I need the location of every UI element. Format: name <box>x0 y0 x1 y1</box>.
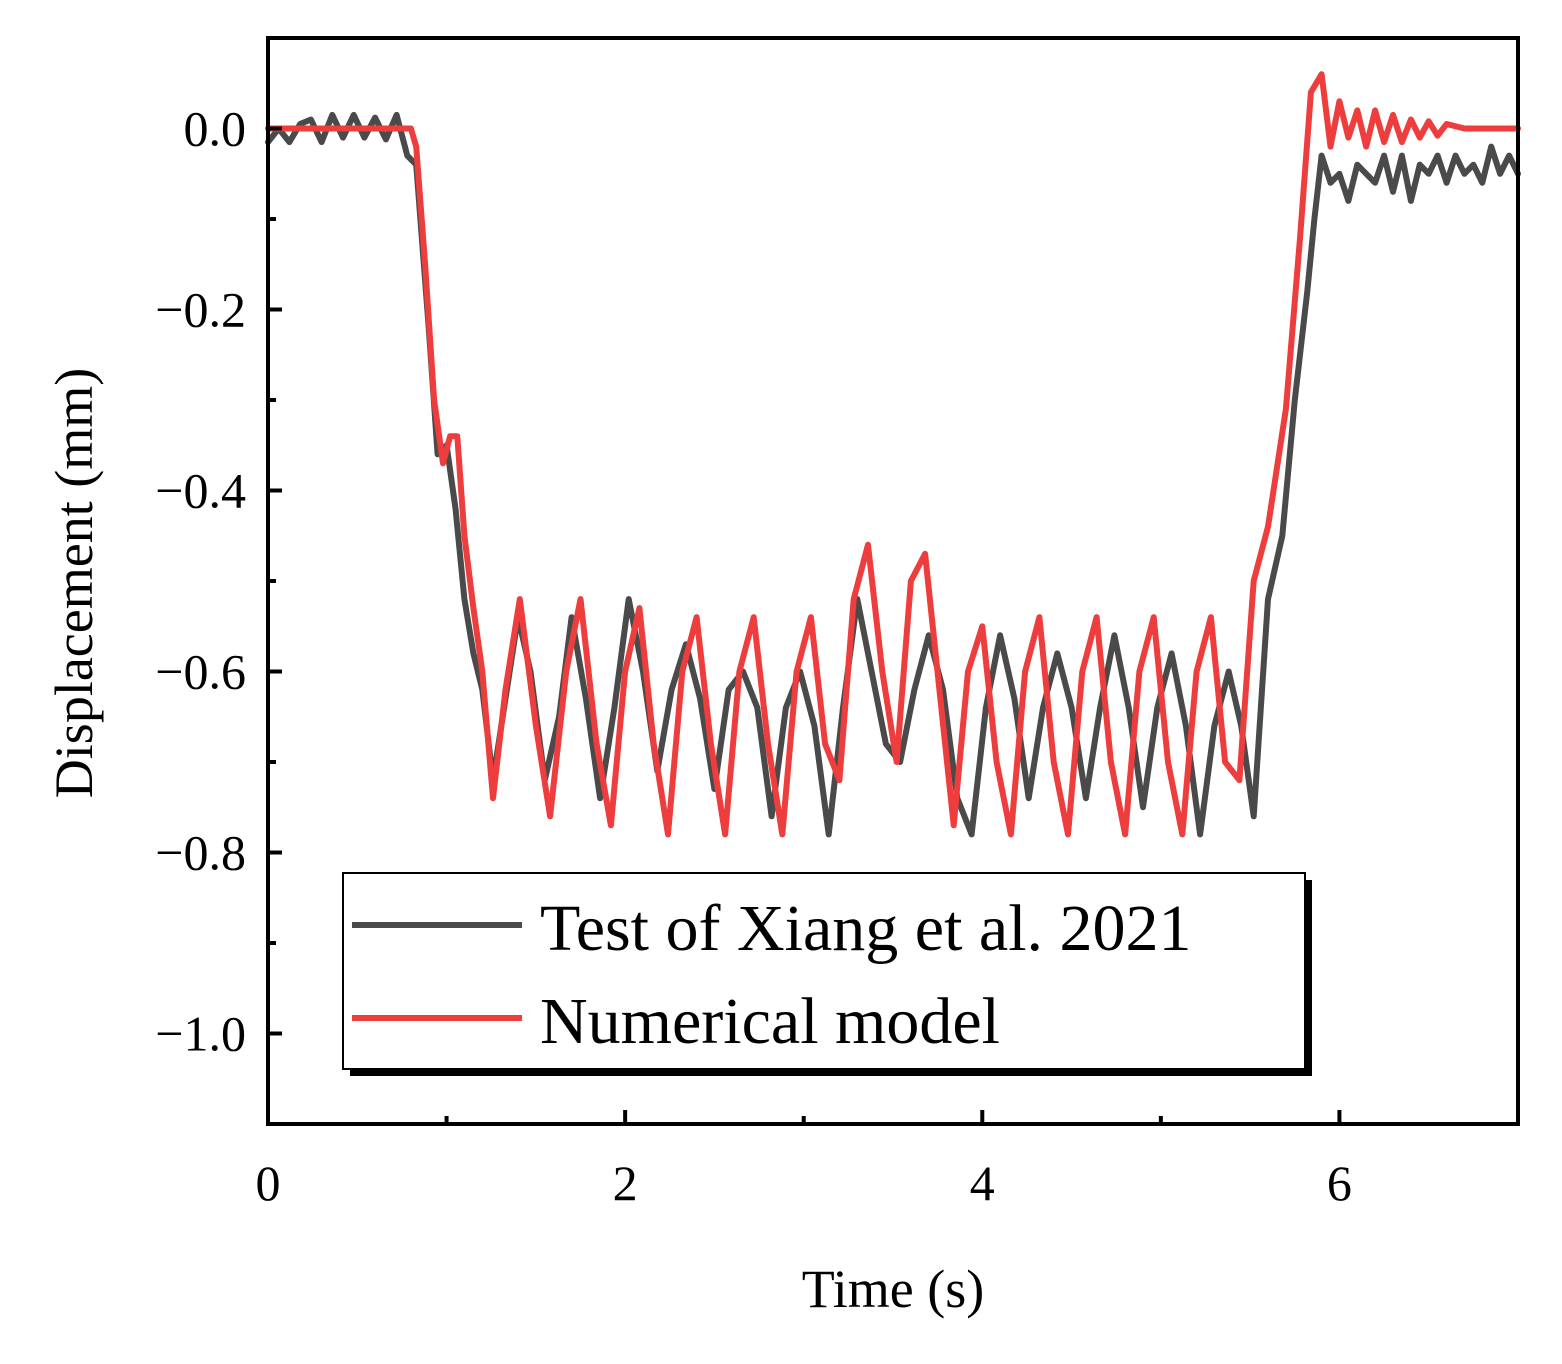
y-tick-label: −0.6 <box>155 644 246 700</box>
legend: Test of Xiang et al. 2021 Numerical mode… <box>342 872 1312 1076</box>
y-tick-label: −0.2 <box>155 282 246 338</box>
tick-labels-layer: 0 2 4 6 0.0 −0.2 −0.4 −0.6 −0.8 −1.0 <box>155 101 1352 1212</box>
legend-label-model: Numerical model <box>540 985 1000 1058</box>
series-layer <box>265 71 1521 838</box>
x-tick-label: 4 <box>970 1155 995 1211</box>
y-tick-label: −0.4 <box>155 463 246 519</box>
x-axis-title: Time (s) <box>802 1259 985 1319</box>
y-axis-title: Displacement (mm) <box>44 368 104 798</box>
series-line-0 <box>265 111 1521 838</box>
x-tick-label: 0 <box>256 1155 281 1211</box>
series-line-1 <box>265 71 1521 838</box>
y-tick-label: −1.0 <box>155 1006 246 1062</box>
x-tick-label: 2 <box>613 1155 638 1211</box>
legend-label-test: Test of Xiang et al. 2021 <box>540 892 1192 965</box>
y-tick-label: 0.0 <box>184 101 247 157</box>
ticks-layer <box>266 126 1342 1124</box>
legend-box <box>342 872 1306 1070</box>
x-tick-label: 6 <box>1327 1155 1352 1211</box>
y-tick-label: −0.8 <box>155 825 246 881</box>
